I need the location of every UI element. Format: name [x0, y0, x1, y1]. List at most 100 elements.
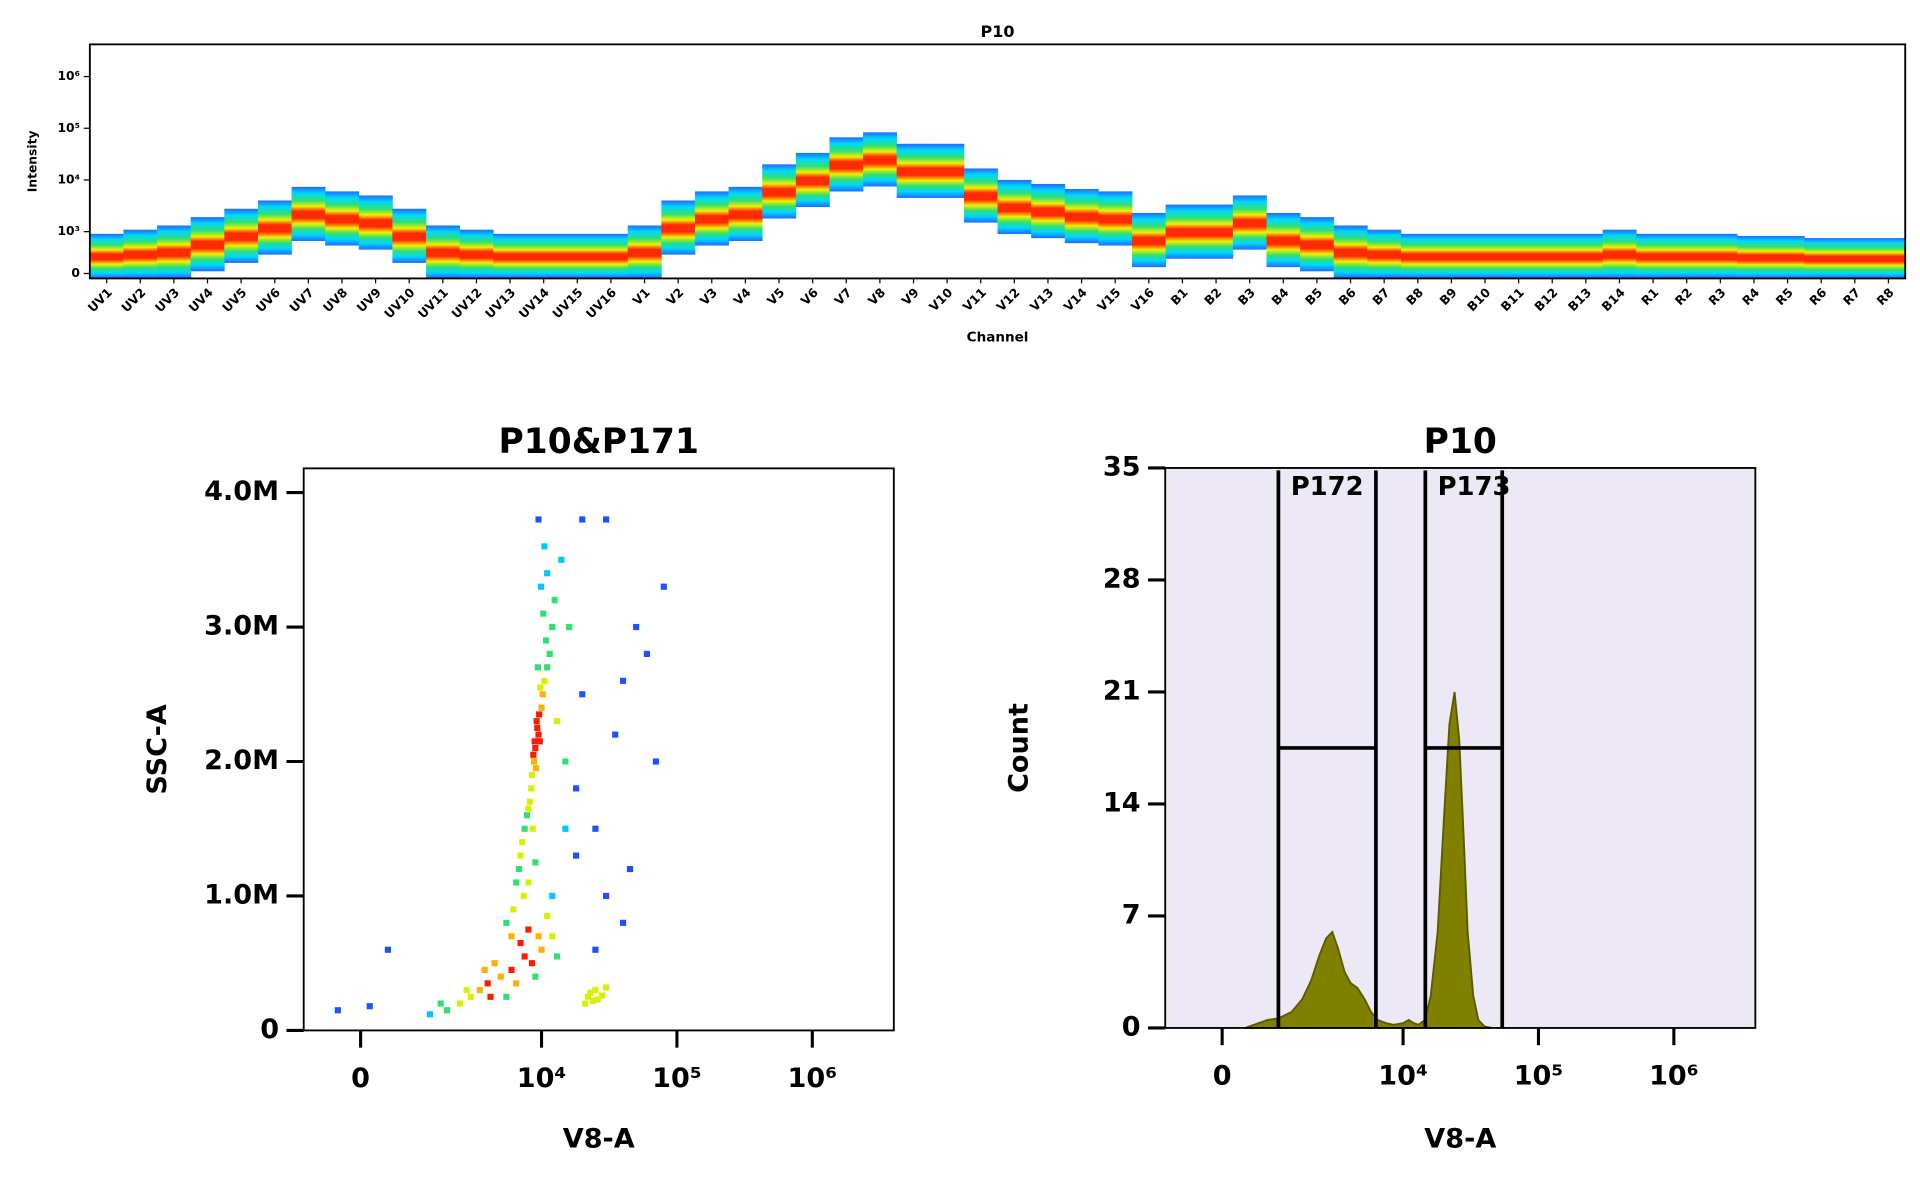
ribbon-band: [694, 191, 729, 246]
event-point: [535, 933, 542, 940]
ribbon-band: [627, 225, 662, 279]
event-point: [539, 691, 546, 698]
ribbon-band: [1703, 233, 1738, 279]
event-point: [366, 1003, 373, 1010]
event-point: [426, 1011, 434, 1018]
event-point: [525, 805, 532, 812]
y-tick-label: 14: [1103, 787, 1141, 818]
x-tick-label: V6: [798, 285, 821, 308]
ribbon-band: [89, 233, 124, 279]
x-tick-label: V3: [697, 285, 720, 308]
x-tick-label: 10⁶: [788, 1063, 838, 1094]
event-point: [589, 997, 597, 1004]
ribbon-band: [1199, 204, 1234, 259]
event-point: [553, 953, 561, 960]
event-point: [528, 771, 536, 779]
event-point: [549, 623, 556, 631]
ribbon-band: [1636, 233, 1671, 279]
ribbon-band: [863, 132, 898, 187]
ribbon-band: [762, 164, 797, 219]
event-point: [491, 960, 498, 967]
x-tick-label: UV9: [354, 285, 384, 315]
ribbon-band: [325, 191, 360, 246]
ribbon-band: [1367, 229, 1402, 279]
ribbon-band: [291, 186, 326, 242]
event-point: [532, 973, 539, 980]
event-point: [603, 984, 610, 991]
event-point: [481, 966, 488, 973]
ribbon-band: [459, 229, 494, 279]
event-point: [443, 1007, 450, 1014]
event-point: [528, 960, 536, 967]
x-tick-label: R2: [1672, 285, 1695, 308]
event-point: [467, 993, 474, 1000]
x-tick-label: B14: [1599, 285, 1628, 314]
event-point: [535, 516, 542, 523]
ribbon-band: [1266, 212, 1301, 268]
x-tick-label: B7: [1370, 285, 1393, 308]
event-point: [619, 919, 627, 926]
event-point: [537, 684, 544, 691]
event-point: [549, 933, 556, 940]
event-point: [517, 852, 524, 859]
y-tick-label: 0: [71, 266, 80, 280]
x-tick-label: R6: [1807, 285, 1830, 308]
event-point: [503, 993, 510, 1000]
x-tick-label: V2: [664, 285, 687, 308]
event-point: [517, 939, 524, 947]
ribbon-band: [1031, 184, 1066, 239]
ribbon-band: [1232, 195, 1267, 250]
ribbon-band: [1468, 233, 1503, 279]
event-point: [525, 926, 532, 933]
x-tick-label: UV4: [186, 285, 216, 315]
event-point: [566, 623, 573, 631]
x-tick-label: B2: [1202, 285, 1225, 308]
y-axis-label: Count: [1003, 703, 1034, 793]
event-point: [594, 996, 601, 1003]
y-tick-label: 21: [1103, 675, 1141, 706]
event-point: [526, 798, 533, 805]
ribbon-band: [123, 229, 158, 279]
ribbon-band: [1300, 217, 1335, 272]
ribbon-band: [1400, 233, 1435, 279]
ribbon-band: [930, 143, 965, 198]
x-tick-label: R5: [1773, 285, 1796, 308]
event-point: [551, 597, 558, 604]
y-tick-label: 0: [260, 1014, 279, 1045]
event-point: [529, 825, 536, 832]
ribbon-band: [1569, 233, 1604, 279]
ribbon-band: [1333, 225, 1368, 279]
ribbon-band: [1602, 229, 1637, 279]
x-tick-label: V15: [1095, 285, 1124, 314]
y-axis-label: Intensity: [26, 131, 40, 193]
gate-label: P172: [1291, 472, 1364, 502]
x-tick-label: V1: [630, 285, 653, 308]
event-point: [476, 987, 483, 994]
x-tick-label: V5: [765, 285, 788, 308]
ribbon-band: [829, 137, 864, 192]
ribbon-band: [1434, 233, 1469, 279]
event-point: [535, 731, 542, 738]
x-tick-label: B11: [1498, 285, 1527, 314]
x-tick-label: 0: [1213, 1061, 1232, 1092]
x-tick-label: UV6: [253, 285, 283, 315]
event-point: [562, 825, 569, 832]
ribbon-band: [963, 168, 998, 223]
ribbon-band: [560, 233, 595, 279]
x-tick-label: UV14: [516, 285, 552, 321]
event-point: [537, 583, 545, 590]
event-point: [536, 738, 543, 745]
x-tick-label: B12: [1532, 285, 1561, 314]
y-tick-label: 2.0M: [204, 745, 279, 776]
x-tick-label: B9: [1437, 285, 1460, 308]
x-tick-label: V7: [832, 285, 855, 308]
histogram-area: [1244, 691, 1492, 1029]
event-point: [521, 953, 528, 960]
ribbon-band: [997, 179, 1032, 235]
event-point: [549, 892, 556, 900]
x-tick-label: UV10: [382, 285, 418, 321]
x-tick-label: UV2: [119, 285, 149, 315]
plot-bg: [303, 468, 894, 1031]
ribbon-band: [1871, 238, 1906, 279]
